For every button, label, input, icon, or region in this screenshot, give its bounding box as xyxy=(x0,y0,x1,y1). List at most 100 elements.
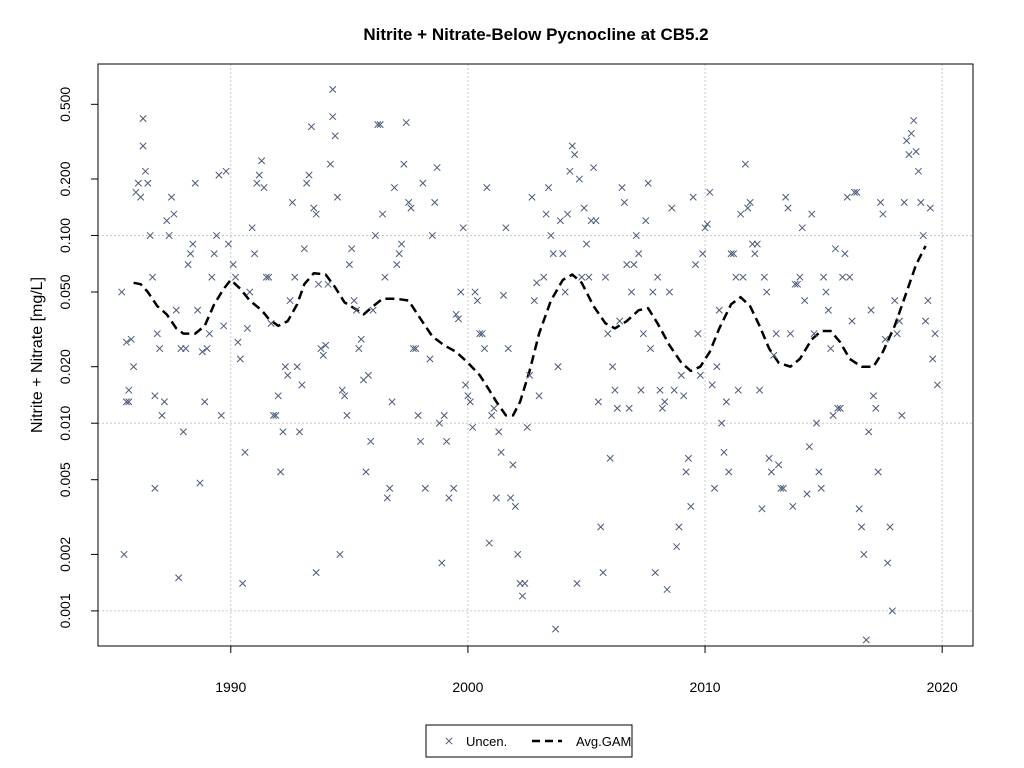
data-point xyxy=(699,250,707,258)
data-point xyxy=(210,250,218,258)
data-point xyxy=(419,179,427,187)
data-point xyxy=(789,502,797,511)
data-point xyxy=(250,250,259,258)
data-point xyxy=(141,167,149,175)
data-point xyxy=(189,240,197,248)
data-point xyxy=(637,386,645,394)
data-point xyxy=(381,273,389,281)
data-point xyxy=(405,198,413,207)
data-point xyxy=(246,288,254,296)
y-tick-label: 0.200 xyxy=(57,161,73,196)
x-tick-label: 2020 xyxy=(927,679,958,695)
data-point xyxy=(369,306,377,314)
data-point xyxy=(905,150,913,159)
data-point xyxy=(201,398,209,406)
data-point xyxy=(760,273,768,281)
data-point xyxy=(435,419,444,427)
data-point xyxy=(314,280,323,288)
data-point xyxy=(632,231,640,240)
data-point xyxy=(758,505,766,513)
data-point xyxy=(625,404,633,412)
data-point xyxy=(627,288,636,296)
data-point xyxy=(348,245,356,253)
data-point xyxy=(675,523,683,531)
data-point xyxy=(160,398,168,406)
data-point xyxy=(677,371,685,379)
data-point xyxy=(305,171,313,179)
data-point xyxy=(812,419,821,427)
data-point xyxy=(274,392,282,400)
data-point xyxy=(215,171,223,179)
data-point xyxy=(303,179,311,187)
data-point xyxy=(886,523,894,531)
data-point xyxy=(521,579,529,588)
data-point xyxy=(722,398,730,406)
data-point xyxy=(167,193,176,201)
data-point xyxy=(680,392,688,400)
data-point xyxy=(457,288,465,296)
data-point xyxy=(338,386,346,394)
data-point xyxy=(402,118,410,127)
data-point xyxy=(497,448,505,456)
x-tick-label: 2000 xyxy=(452,679,483,695)
data-point xyxy=(118,288,126,296)
data-point xyxy=(623,261,631,269)
data-point xyxy=(824,306,832,314)
data-point xyxy=(329,85,337,94)
data-point xyxy=(737,210,745,218)
y-tick-label: 0.050 xyxy=(57,274,73,309)
y-tick-label: 0.005 xyxy=(57,462,73,497)
data-point xyxy=(144,179,152,187)
data-point xyxy=(798,224,806,232)
data-point xyxy=(594,398,602,406)
data-point xyxy=(485,539,493,547)
data-point xyxy=(523,423,531,431)
data-point xyxy=(172,306,180,314)
data-point xyxy=(179,428,187,436)
data-point xyxy=(495,428,503,436)
data-point xyxy=(322,341,330,349)
data-point xyxy=(919,231,927,240)
data-point xyxy=(509,461,517,469)
data-point xyxy=(805,443,813,451)
data-point xyxy=(751,250,759,258)
data-point xyxy=(374,121,382,129)
data-point xyxy=(803,490,811,498)
data-point xyxy=(533,279,541,287)
data-point xyxy=(801,297,809,305)
data-point xyxy=(198,348,206,356)
data-point xyxy=(243,324,251,332)
data-point xyxy=(390,184,398,192)
data-point xyxy=(694,330,702,338)
data-point xyxy=(668,204,676,212)
data-point xyxy=(151,392,159,400)
data-point xyxy=(220,322,228,330)
data-point xyxy=(874,468,882,476)
data-point xyxy=(857,523,866,531)
data-point xyxy=(893,330,901,338)
data-point xyxy=(182,344,190,353)
data-point xyxy=(213,231,221,240)
data-point xyxy=(267,319,275,328)
data-point xyxy=(673,543,681,551)
data-point xyxy=(846,273,854,281)
data-point xyxy=(333,193,342,201)
data-point xyxy=(706,188,714,196)
data-point xyxy=(793,280,802,288)
data-point xyxy=(286,297,294,305)
data-point xyxy=(862,636,870,644)
data-point xyxy=(661,398,669,406)
y-tick-label: 0.010 xyxy=(57,405,73,440)
data-point xyxy=(552,625,560,633)
data-point xyxy=(514,550,522,558)
data-point xyxy=(222,167,230,175)
data-point xyxy=(362,468,370,476)
data-point xyxy=(554,363,562,371)
data-point xyxy=(229,261,237,269)
data-point xyxy=(307,123,315,131)
data-point xyxy=(459,224,467,232)
data-point xyxy=(601,273,610,281)
data-point xyxy=(194,306,202,314)
legend-marker-uncen xyxy=(445,737,453,745)
